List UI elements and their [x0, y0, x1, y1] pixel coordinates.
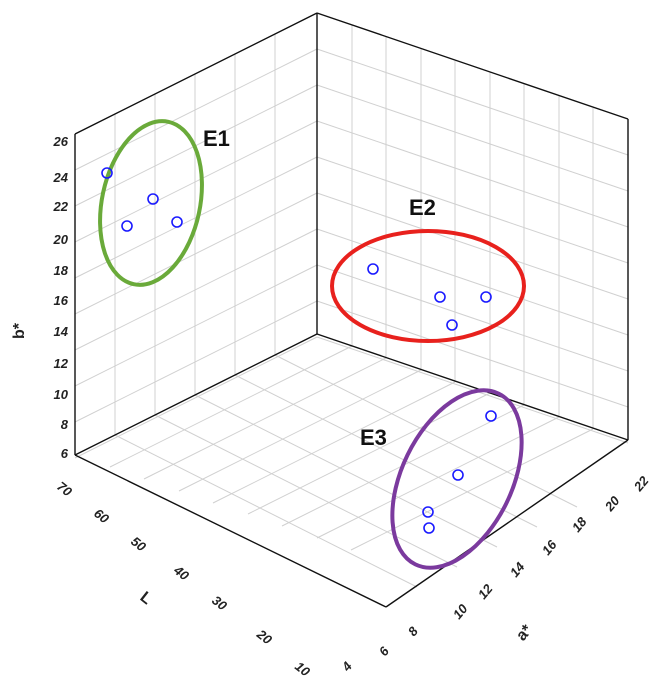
- x-axis-label: L: [137, 589, 155, 609]
- z-tick-label: 22: [53, 199, 69, 214]
- x-tick-label: 70: [54, 479, 75, 500]
- data-point: [485, 410, 497, 422]
- y-tick-label: 12: [475, 581, 496, 602]
- data-point: [422, 506, 434, 518]
- data-point: [480, 291, 492, 303]
- y-tick-label: 16: [539, 537, 560, 558]
- z-tick-label: 14: [54, 324, 69, 339]
- z-tick-label: 8: [61, 417, 69, 432]
- group-e2-ellipse: [330, 229, 526, 343]
- group-e3-label: E3: [360, 425, 387, 450]
- y-tick-label: 8: [405, 623, 422, 639]
- grid-lines: [74, 12, 629, 588]
- y-tick-label: 10: [450, 601, 471, 622]
- data-point: [171, 216, 183, 228]
- x-tick-label: 50: [128, 534, 149, 555]
- data-point: [423, 522, 435, 534]
- z-tick-label: 16: [54, 293, 69, 308]
- x-tick-label: 60: [91, 506, 112, 527]
- y-tick-label: 18: [569, 514, 590, 535]
- data-point: [147, 193, 159, 205]
- x-tick-label: 40: [170, 562, 192, 584]
- z-tick-label: 10: [54, 387, 69, 402]
- group-e3: E3: [360, 388, 524, 570]
- data-point: [452, 469, 464, 481]
- z-axis-ticks: 26 24 22 20 18 16 14 12 10 8 6: [53, 134, 69, 461]
- x-tick-label: 10: [292, 659, 313, 680]
- group-e1-label: E1: [203, 126, 230, 151]
- y-tick-label: 6: [376, 643, 393, 659]
- z-tick-label: 18: [54, 263, 69, 278]
- z-tick-label: 20: [53, 232, 69, 247]
- y-tick-label: 20: [601, 493, 623, 515]
- y-axis-ticks: 4 6 8 10 12 14 16 18 20 22: [338, 473, 652, 675]
- axis-frame: [74, 12, 629, 608]
- z-tick-label: 26: [53, 134, 69, 149]
- data-point: [434, 291, 446, 303]
- y-tick-label: 14: [507, 559, 528, 580]
- group-e2-label: E2: [409, 195, 436, 220]
- z-axis-label: b*: [11, 322, 28, 339]
- group-e2: E2: [330, 195, 526, 343]
- data-point: [121, 220, 133, 232]
- x-tick-label: 30: [209, 593, 230, 614]
- z-tick-label: 12: [54, 356, 69, 371]
- data-point: [367, 263, 379, 275]
- x-tick-label: 20: [253, 626, 275, 648]
- z-tick-label: 6: [61, 446, 69, 461]
- z-tick-label: 24: [53, 170, 69, 185]
- data-point: [446, 319, 458, 331]
- group-e1: E1: [98, 119, 230, 287]
- data-point: [101, 167, 113, 179]
- y-tick-label: 22: [630, 473, 652, 495]
- group-e3-ellipse: [390, 388, 524, 570]
- y-tick-label: 4: [338, 658, 355, 675]
- group-e1-ellipse: [98, 119, 204, 287]
- y-axis-label: a*: [513, 621, 536, 644]
